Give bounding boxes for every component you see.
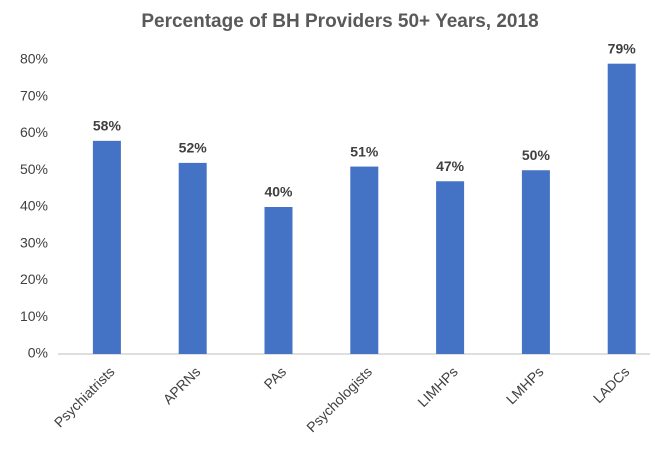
y-tick-label: 60% [20,124,48,140]
bar [350,166,379,354]
value-label: 40% [264,184,293,200]
x-tick-label: LMHPs [503,363,547,407]
x-tick-label: LIMHPs [414,363,461,410]
value-label: 51% [350,143,379,159]
x-tick-label: LADCs [590,363,633,406]
x-tick-label: APRNs [160,363,204,407]
x-tick-label: Psychiatrists [51,363,118,430]
value-label: 50% [522,147,551,163]
bar [521,170,550,354]
bar [607,63,636,355]
value-label: 79% [608,40,637,56]
y-tick-label: 20% [20,271,48,287]
value-label: 47% [436,158,465,174]
bar [178,162,207,354]
y-tick-label: 40% [20,198,48,214]
y-tick-label: 30% [20,234,48,250]
value-label: 58% [93,118,122,134]
x-tick-label: Psychologists [303,363,375,435]
bar [436,181,465,354]
chart-title: Percentage of BH Providers 50+ Years, 20… [141,11,538,32]
bar [92,140,121,354]
x-tick-label: PAs [261,363,290,392]
bar [264,207,293,354]
y-tick-label: 50% [20,161,48,177]
y-tick-label: 0% [28,345,48,361]
y-tick-label: 10% [20,308,48,324]
y-tick-label: 70% [20,87,48,103]
value-label: 52% [179,140,208,156]
y-tick-label: 80% [20,51,48,67]
